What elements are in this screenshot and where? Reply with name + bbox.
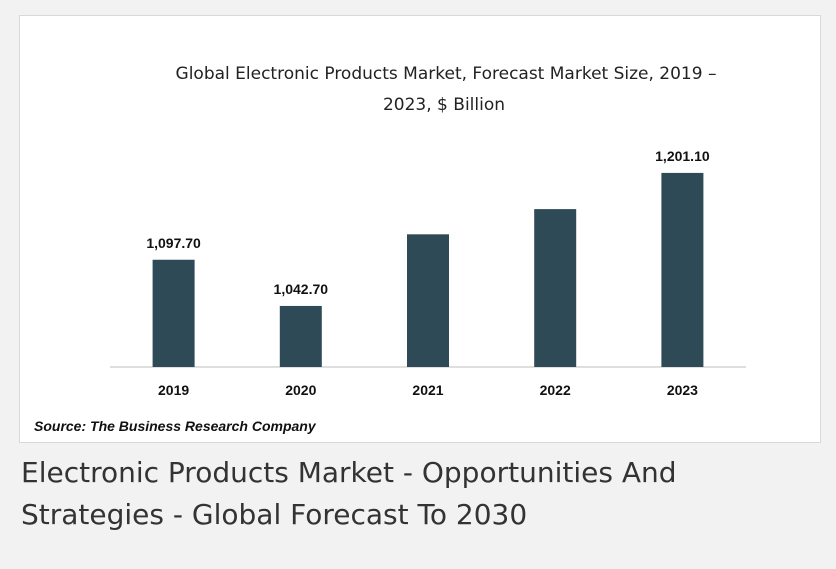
x-tick-label-2019: 2019 <box>158 382 189 398</box>
bar-2022[interactable] <box>534 209 577 367</box>
caption-line-1: Electronic Products Market - Opportuniti… <box>21 456 677 489</box>
x-tick-label-2023: 2023 <box>667 382 698 398</box>
bar-2021[interactable] <box>407 234 449 367</box>
bar-2019[interactable] <box>152 259 195 367</box>
bar-2023[interactable] <box>661 172 704 367</box>
data-label-2020: 1,042.70 <box>274 281 329 297</box>
bar-2020[interactable] <box>279 305 322 367</box>
page-caption[interactable]: Electronic Products Market - Opportuniti… <box>21 452 821 536</box>
caption-line-2: Strategies - Global Forecast To 2030 <box>21 498 528 531</box>
chart-title-line-2: 2023, $ Billion <box>382 95 506 115</box>
x-tick-label-2021: 2021 <box>412 382 443 398</box>
x-tick-label-2022: 2022 <box>540 382 571 398</box>
chart-title-line-1: Global Electronic Products Market, Forec… <box>175 64 717 84</box>
bar-chart: 2019 1,097.70 2020 1,042.70 2021 2022 2023 1,20… <box>110 148 746 398</box>
data-label-2019: 1,097.70 <box>146 235 201 251</box>
x-tick-label-2020: 2020 <box>285 382 316 398</box>
source-note: Source: The Business Research Company <box>34 418 316 434</box>
data-label-2023: 1,201.10 <box>655 148 710 164</box>
chart-card: Global Electronic Products Market, Forec… <box>19 15 821 443</box>
